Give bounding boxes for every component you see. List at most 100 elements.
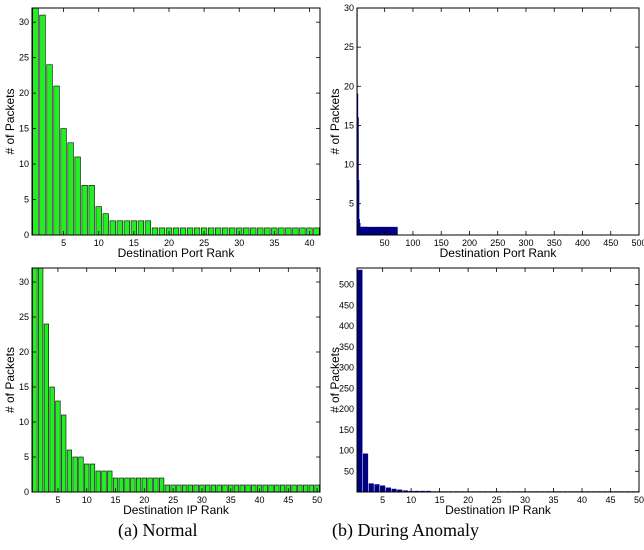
bar [186,227,194,235]
bar [107,470,113,492]
bar [239,484,245,492]
y-tick-label: 10 [344,160,354,170]
bar [302,484,309,492]
bars-ip-normal [32,268,320,492]
y-tick-label: 20 [344,81,354,91]
bar [101,470,107,492]
bar [137,220,144,235]
bar [292,227,299,235]
bar [245,484,251,492]
bar [387,226,394,235]
chart-ip-normal: 5 10 15 20 25 30 35 40 45 50051015202530Destinati… [3,267,322,517]
bar [193,484,199,492]
bar [299,227,306,235]
bar [88,185,95,235]
bar [124,477,130,492]
x-tick-label: 25 [199,238,209,248]
x-axis-label: Destination IP Rank [445,503,552,517]
bar [308,484,314,492]
y-tick-label: 15 [19,382,29,392]
bar [182,484,188,492]
y-axis-label: # of Packets [3,347,17,413]
bar [32,268,38,492]
bar [61,414,67,492]
bar [278,227,285,235]
x-axis-label: Destination Port Rank [440,246,558,260]
bar [205,484,211,492]
x-tick-label: 25 [168,495,178,505]
x-tick-label: 20 [139,495,149,505]
x-tick-label: 450 [603,238,618,248]
bar [141,477,147,492]
bars-ip-anomaly [357,269,639,492]
bar [357,117,359,235]
bar [78,456,84,492]
caption-anomaly: (b) During Anomaly [332,520,479,540]
bar [153,477,159,492]
bar [32,8,39,235]
bar [385,487,391,492]
y-tick-label: 5 [24,452,29,462]
bar [84,463,90,492]
bar [285,227,292,235]
x-tick-label: 500 [631,238,644,248]
bar [60,128,67,235]
x-tick-label: 300 [518,238,533,248]
bar [250,227,257,235]
bar [370,226,377,235]
bar [118,477,124,492]
x-tick-label: 25 [492,495,502,505]
x-tick-label: 35 [549,495,559,505]
bar [39,14,46,235]
bar [43,323,50,492]
x-tick-label: 20 [463,495,473,505]
bar [357,269,363,492]
x-tick-label: 10 [82,495,92,505]
bar [367,226,371,235]
x-tick-label: 10 [406,495,416,505]
bar [215,227,222,235]
x-tick-label: 30 [520,495,530,505]
bar [116,220,123,235]
bar [279,484,286,492]
bar [392,226,398,235]
y-tick-label: 25 [344,42,354,52]
x-tick-label: 400 [575,238,590,248]
bar [179,227,187,235]
bar [164,484,170,492]
bar [102,213,109,235]
bar [362,453,369,492]
x-tick-label: 50 [380,238,390,248]
y-axis-label: # of Packets [3,88,17,154]
bars-port-normal [32,8,320,235]
bar [55,400,61,492]
y-tick-label: 15 [19,124,29,134]
y-tick-label: 10 [19,159,29,169]
bar [74,156,81,235]
bar [374,484,380,492]
y-tick-label: 450 [339,300,354,310]
bar [109,220,116,235]
y-tick-label: 500 [339,280,354,290]
bar [397,489,403,492]
chart-ip-anomaly: 5 10 15 20 25 30 35 40 45 50 50 100 150 200 250 300 350 4… [328,267,644,517]
x-tick-label: 45 [606,495,616,505]
bar [95,206,102,235]
bar [46,64,53,235]
bar [158,477,165,492]
bar [262,484,268,492]
x-tick-label: 100 [405,238,420,248]
x-tick-label: 5 [61,238,66,248]
chart-port-anomaly: 50 100 150 200 250 300 350 400 450 500 5 10 15 20 25 30… [328,3,644,260]
bar [66,449,73,492]
bars-port-anomaly [357,8,398,235]
bar [297,484,303,492]
y-tick-label: 20 [19,88,29,98]
y-tick-label: 0 [24,230,29,240]
bar [291,484,297,492]
x-axis-label: Destination IP Rank [123,503,230,517]
bar [210,484,217,492]
x-tick-label: 150 [434,238,449,248]
caption-normal: (a) Normal [118,520,198,540]
